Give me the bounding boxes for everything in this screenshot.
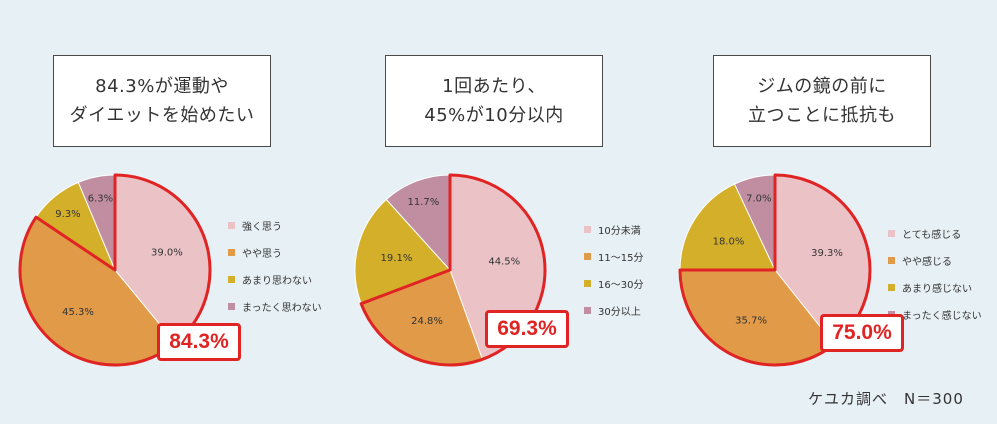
legend-label: やや感じる — [902, 257, 952, 268]
legend-item: あまり感じない — [888, 274, 982, 301]
pie-slice-3 — [679, 183, 776, 271]
legend: 強く思う やや思う あまり思わない まったく思わない — [228, 212, 322, 320]
legend-label: あまり思わない — [242, 276, 312, 287]
highlight-total-badge: 75.0% — [820, 314, 904, 352]
slice-label-4: 7.0% — [746, 194, 771, 205]
legend-swatch — [228, 249, 235, 256]
slice-label-3: 18.0% — [713, 236, 745, 247]
slice-label-1: 39.0% — [151, 247, 183, 258]
slice-label-1: 44.5% — [488, 256, 520, 267]
legend: とても感じる やや感じる あまり感じない まったく感じない — [888, 220, 982, 328]
legend-swatch — [888, 284, 895, 291]
legend-label: 30分以上 — [598, 307, 641, 318]
caption-line-2: ダイエットを始めたい — [69, 105, 255, 126]
legend-label: 10分未満 — [598, 226, 641, 237]
survey-source-footer: ケユカ調べ N＝300 — [808, 388, 964, 409]
highlight-total-badge: 84.3% — [157, 323, 241, 361]
legend-swatch — [584, 253, 591, 260]
caption-line-2: 立つことに抵抗も — [748, 105, 896, 126]
legend-item: 30分以上 — [584, 297, 643, 324]
pie-chart: 39.0% 45.3% 9.3% 6.3% — [18, 173, 212, 367]
legend-item: まったく思わない — [228, 293, 322, 320]
legend-label: まったく感じない — [902, 311, 982, 322]
legend-label: 11〜15分 — [598, 253, 644, 264]
slice-label-2: 45.3% — [62, 307, 94, 318]
slice-label-2: 35.7% — [735, 316, 767, 327]
legend: 10分未満 11〜15分 16〜30分 30分以上 — [584, 216, 643, 324]
legend-item: とても感じる — [888, 220, 982, 247]
legend-label: あまり感じない — [902, 284, 972, 295]
legend-swatch — [228, 303, 235, 310]
legend-label: やや思う — [242, 249, 282, 260]
legend-item: 11〜15分 — [584, 243, 643, 270]
legend-swatch — [228, 276, 235, 283]
legend-swatch — [228, 222, 235, 229]
caption-line-1: ジムの鏡の前に — [757, 76, 887, 97]
legend-item: やや感じる — [888, 247, 982, 274]
legend-swatch — [584, 280, 591, 287]
caption-line-1: 84.3%が運動や — [95, 76, 229, 97]
legend-label: とても感じる — [902, 230, 962, 241]
slice-label-2: 24.8% — [411, 316, 443, 327]
legend-label: まったく思わない — [242, 303, 322, 314]
chart-caption: 84.3%が運動や ダイエットを始めたい — [53, 55, 271, 147]
legend-swatch — [888, 257, 895, 264]
legend-label: 強く思う — [242, 222, 282, 233]
slice-label-4: 11.7% — [408, 197, 440, 208]
legend-label: 16〜30分 — [598, 280, 644, 291]
chart-panel-1: 84.3%が運動や ダイエットを始めたい 39.0% 45.3% 9.3% 6.3% … — [0, 0, 332, 424]
legend-swatch — [584, 226, 591, 233]
chart-panel-3: ジムの鏡の前に 立つことに抵抗も 39.3% 35.7% 18.0% 7.0% とても… — [660, 0, 992, 424]
source-label: ケユカ調べ — [808, 390, 889, 408]
chart-caption: 1回あたり、 45%が10分以内 — [385, 55, 603, 147]
caption-line-1: 1回あたり、 — [442, 76, 546, 97]
legend-item: 10分未満 — [584, 216, 643, 243]
legend-swatch — [584, 307, 591, 314]
chart-caption: ジムの鏡の前に 立つことに抵抗も — [713, 55, 931, 147]
pie-chart: 39.3% 35.7% 18.0% 7.0% — [678, 173, 872, 367]
legend-item: あまり思わない — [228, 266, 322, 293]
legend-item: やや思う — [228, 239, 322, 266]
slice-label-3: 19.1% — [381, 253, 413, 264]
slice-label-4: 6.3% — [88, 193, 113, 204]
slice-label-3: 9.3% — [55, 209, 80, 220]
highlight-total-badge: 69.3% — [485, 310, 569, 348]
sample-size: N＝300 — [904, 390, 964, 408]
caption-line-2: 45%が10分以内 — [424, 105, 564, 126]
chart-panel-2: 1回あたり、 45%が10分以内 44.5% 24.8% 19.1% 11.7% 10… — [332, 0, 664, 424]
legend-swatch — [888, 230, 895, 237]
pie-chart: 44.5% 24.8% 19.1% 11.7% — [354, 173, 547, 367]
legend-item: 強く思う — [228, 212, 322, 239]
slice-label-1: 39.3% — [811, 248, 843, 259]
legend-item: 16〜30分 — [584, 270, 643, 297]
